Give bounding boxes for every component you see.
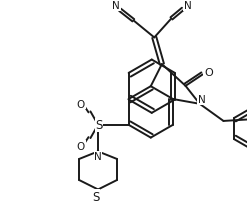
Text: N: N: [197, 95, 205, 104]
Text: N: N: [183, 1, 191, 11]
Text: O: O: [77, 141, 85, 151]
Text: S: S: [95, 119, 102, 132]
Text: S: S: [92, 190, 100, 202]
Text: O: O: [203, 67, 212, 77]
Text: N: N: [112, 1, 120, 11]
Text: N: N: [94, 152, 102, 161]
Text: O: O: [77, 99, 85, 109]
